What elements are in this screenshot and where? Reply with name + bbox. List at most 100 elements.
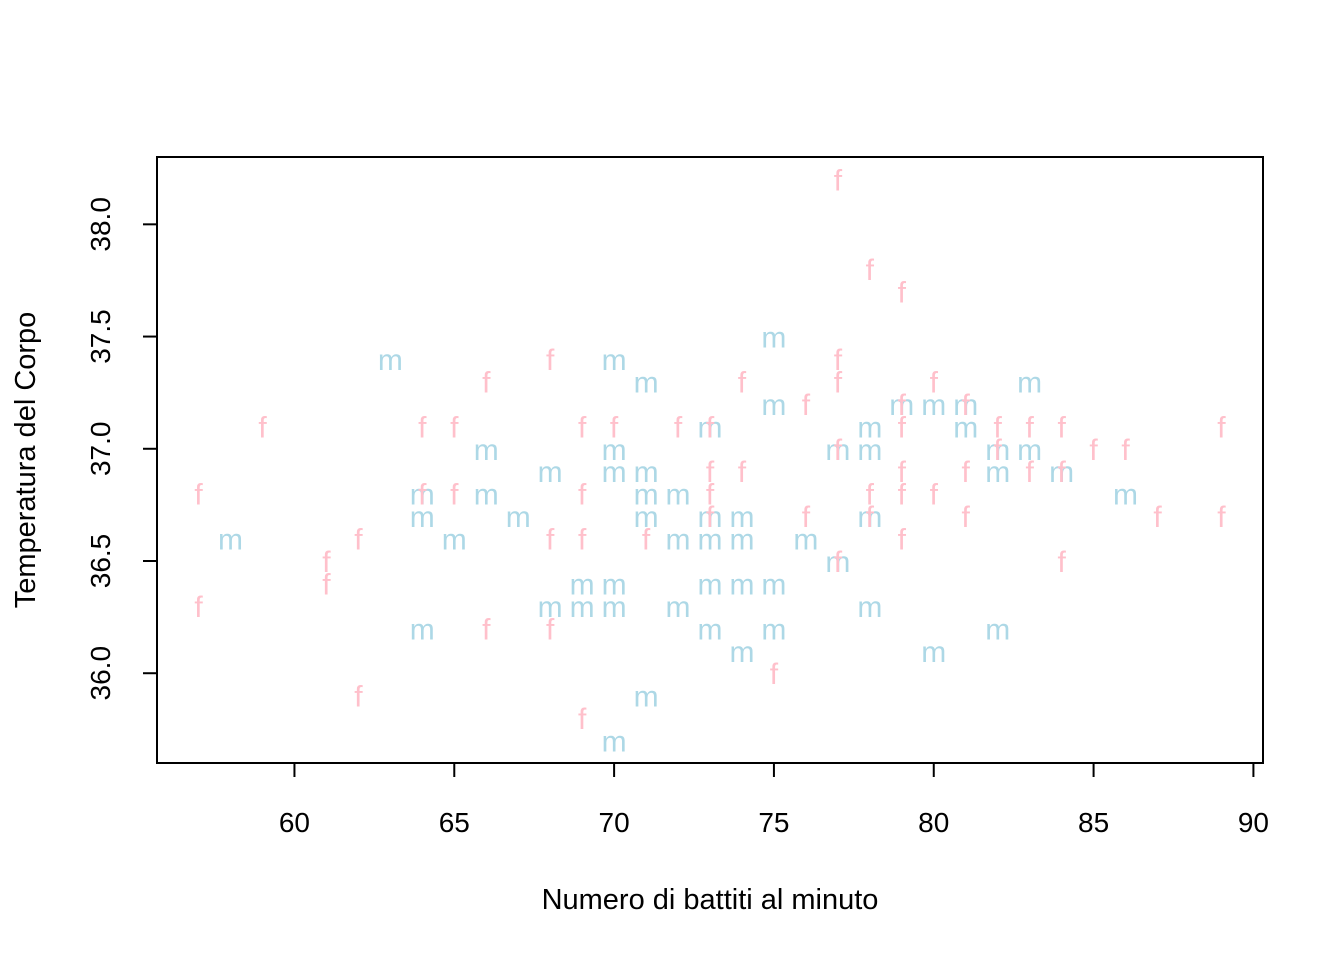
point-m: m xyxy=(921,636,946,669)
point-f: f xyxy=(834,366,843,399)
point-f: f xyxy=(258,411,267,444)
point-f: f xyxy=(642,524,651,557)
point-m: m xyxy=(474,434,499,467)
point-m: m xyxy=(921,389,946,422)
point-f: f xyxy=(578,524,587,557)
point-m: m xyxy=(570,591,595,624)
point-m: m xyxy=(857,501,882,534)
point-m: m xyxy=(634,456,659,489)
point-f: f xyxy=(482,366,491,399)
point-f: f xyxy=(322,568,331,601)
point-m: m xyxy=(698,524,723,557)
point-m: m xyxy=(538,456,563,489)
point-m: m xyxy=(729,501,754,534)
point-f: f xyxy=(706,479,715,512)
point-m: m xyxy=(761,613,786,646)
y-axis-label: Temperatura del Corpo xyxy=(10,312,42,609)
x-tick-label: 75 xyxy=(758,807,789,838)
point-m: m xyxy=(761,389,786,422)
point-m: m xyxy=(602,568,627,601)
point-m: m xyxy=(634,479,659,512)
point-f: f xyxy=(898,524,907,557)
point-f: f xyxy=(1217,411,1226,444)
x-tick-label: 85 xyxy=(1078,807,1109,838)
point-m: m xyxy=(602,726,627,759)
point-m: m xyxy=(1049,456,1074,489)
point-f: f xyxy=(418,411,427,444)
point-f: f xyxy=(706,456,715,489)
y-tick-label: 36.5 xyxy=(85,534,116,589)
point-m: m xyxy=(761,568,786,601)
point-f: f xyxy=(930,366,939,399)
point-f: f xyxy=(1057,411,1066,444)
point-m: m xyxy=(889,389,914,422)
point-m: m xyxy=(953,389,978,422)
data-points: mmmmmmmmmmmmmmmmmmmmmmmmmmmmmmmmmmmmmmmm… xyxy=(194,164,1226,758)
point-f: f xyxy=(194,591,203,624)
point-m: m xyxy=(857,591,882,624)
point-f: f xyxy=(546,344,555,377)
point-f: f xyxy=(578,411,587,444)
point-f: f xyxy=(994,434,1003,467)
x-tick-label: 60 xyxy=(279,807,310,838)
point-f: f xyxy=(674,411,683,444)
point-f: f xyxy=(194,479,203,512)
point-m: m xyxy=(602,344,627,377)
point-f: f xyxy=(1153,501,1162,534)
point-m: m xyxy=(410,501,435,534)
point-f: f xyxy=(898,456,907,489)
point-f: f xyxy=(706,411,715,444)
point-f: f xyxy=(898,479,907,512)
x-axis: 60 65 70 75 80 85 90 xyxy=(279,762,1269,838)
point-m: m xyxy=(410,479,435,512)
point-f: f xyxy=(546,524,555,557)
point-m: m xyxy=(1017,366,1042,399)
point-f: f xyxy=(450,411,459,444)
point-f: f xyxy=(1057,456,1066,489)
point-m: m xyxy=(729,568,754,601)
point-m: m xyxy=(953,411,978,444)
point-f: f xyxy=(706,501,715,534)
point-f: f xyxy=(322,546,331,579)
point-m: m xyxy=(474,479,499,512)
point-f: f xyxy=(898,389,907,422)
point-f: f xyxy=(802,389,811,422)
point-m: m xyxy=(602,456,627,489)
point-f: f xyxy=(1121,434,1130,467)
point-f: f xyxy=(738,456,747,489)
point-m: m xyxy=(410,613,435,646)
point-m: m xyxy=(570,568,595,601)
point-f: f xyxy=(834,164,843,197)
point-m: m xyxy=(666,479,691,512)
point-f: f xyxy=(578,479,587,512)
point-f: f xyxy=(834,434,843,467)
point-f: f xyxy=(802,501,811,534)
point-m: m xyxy=(698,501,723,534)
point-m: m xyxy=(825,434,850,467)
point-f: f xyxy=(1025,411,1034,444)
point-f: f xyxy=(578,703,587,736)
point-m: m xyxy=(634,681,659,714)
y-tick-label: 37.5 xyxy=(85,309,116,364)
x-tick-label: 80 xyxy=(918,807,949,838)
point-m: m xyxy=(985,456,1010,489)
point-m: m xyxy=(825,546,850,579)
point-m: m xyxy=(538,591,563,624)
point-m: m xyxy=(761,322,786,355)
point-m: m xyxy=(602,591,627,624)
point-f: f xyxy=(834,546,843,579)
point-m: m xyxy=(378,344,403,377)
point-m: m xyxy=(698,613,723,646)
point-m: m xyxy=(698,568,723,601)
point-f: f xyxy=(898,277,907,310)
point-f: f xyxy=(1025,456,1034,489)
x-tick-label: 90 xyxy=(1238,807,1269,838)
x-tick-label: 70 xyxy=(599,807,630,838)
point-m: m xyxy=(506,501,531,534)
point-m: m xyxy=(1017,434,1042,467)
point-m: m xyxy=(857,434,882,467)
point-f: f xyxy=(898,411,907,444)
point-f: f xyxy=(962,456,971,489)
point-f: f xyxy=(866,501,875,534)
